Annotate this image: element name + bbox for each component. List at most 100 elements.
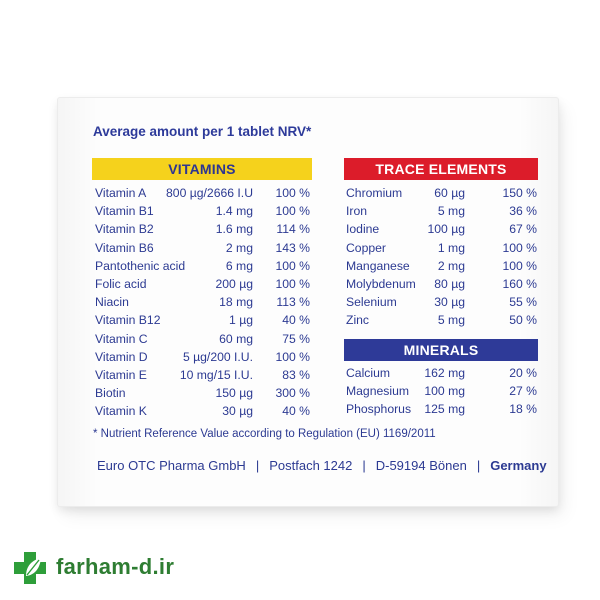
nutrient-nrv: 40 % [282,313,310,328]
nutrient-amount: 2 mg [437,258,465,273]
nutrient-amount: 5 mg [437,204,465,219]
nutrient-amount: 100 mg [424,384,465,399]
nutrient-nrv: 100 % [275,204,310,219]
nutrient-amount: 30 µg [434,295,465,310]
nutrient-nrv: 100 % [275,349,310,364]
nutrient-nrv: 100 % [502,258,537,273]
table-row: Zinc 5 mg 50 % [346,311,537,329]
table-row: Calcium 162 mg 20 % [346,364,537,382]
nutrient-nrv: 160 % [502,276,537,291]
nutrient-name: Vitamin C [95,331,148,346]
nutrient-amount: 5 µg/200 I.U. [182,349,253,364]
separator: | [476,458,481,473]
nutrient-nrv: 300 % [275,386,310,401]
nutrient-nrv: 83 % [282,367,310,382]
trace-elements-header: TRACE ELEMENTS [344,158,538,180]
separator: | [362,458,366,473]
nutrient-amount: 1.6 mg [215,222,253,237]
nutrient-nrv: 75 % [282,331,310,346]
nutrient-name: Selenium [346,295,397,310]
table-row: Molybdenum 80 µg 160 % [346,275,537,293]
nutrient-name: Vitamin K [95,404,147,419]
table-row: Magnesium 100 mg 27 % [346,382,537,400]
nutrient-amount: 200 µg [215,276,253,291]
nutrient-amount: 60 µg [434,186,465,200]
nutrient-amount: 125 mg [424,402,465,417]
nutrient-nrv: 27 % [509,384,537,399]
manufacturer-footer: Euro OTC Pharma GmbH | Postfach 1242 | D-591… [97,458,547,473]
nutrient-amount: 10 mg/15 I.U. [179,367,253,382]
nutrient-amount: 1 µg [229,313,253,328]
nutrient-nrv: 36 % [509,204,537,219]
nutrient-name: Iodine [346,222,380,237]
table-row: Vitamin A 800 µg/2666 I.U 100 % [95,184,310,202]
nutrient-amount: 1.4 mg [215,204,253,219]
nutrient-amount: 18 mg [219,295,253,310]
table-row: Vitamin K 30 µg 40 % [95,402,310,420]
nutrient-amount: 100 µg [427,222,465,237]
nutrient-amount: 150 µg [215,386,253,401]
nutrient-name: Vitamin B12 [95,313,161,328]
nutrient-name: Vitamin D [95,349,148,364]
table-row: Vitamin B2 1.6 mg 114 % [95,220,310,238]
table-row: Manganese 2 mg 100 % [346,257,537,275]
table-row: Vitamin E 10 mg/15 I.U. 83 % [95,366,310,384]
nutrient-name: Biotin [95,386,126,401]
postal-address: Postfach 1242 [269,458,353,473]
nutrient-nrv: 113 % [276,295,310,310]
nutrient-amount: 800 µg/2666 I.U [166,186,253,200]
table-row: Copper 1 mg 100 % [346,239,537,257]
nutrient-amount: 80 µg [434,276,465,291]
nutrient-name: Iron [346,204,368,219]
nutrient-nrv: 55 % [509,295,537,310]
table-row: Pantothenic acid 6 mg 100 % [95,257,310,275]
nutrient-amount: 60 mg [219,331,253,346]
nutrient-name: Vitamin E [95,367,147,382]
nutrient-nrv: 150 % [502,186,537,200]
nutrient-amount: 162 mg [424,366,465,380]
table-row: Phosphorus 125 mg 18 % [346,400,537,418]
nutrient-name: Manganese [346,258,410,273]
table-row: Chromium 60 µg 150 % [346,184,537,202]
nrv-footnote: * Nutrient Reference Value according to … [93,428,436,440]
minerals-table: Calcium 162 mg 20 % Magnesium 100 mg 27 % Phos… [346,364,537,419]
table-row: Iron 5 mg 36 % [346,202,537,220]
nutrient-name: Folic acid [95,276,147,291]
trace-elements-table: Chromium 60 µg 150 % Iron 5 mg 36 % Iodine 100 … [346,184,537,330]
minerals-header: MINERALS [344,339,538,361]
table-row: Niacin 18 mg 113 % [95,293,310,311]
separator: | [255,458,260,473]
nutrient-name: Phosphorus [346,402,412,417]
nutrient-name: Vitamin B2 [95,222,154,237]
nutrient-name: Niacin [95,295,129,310]
pharmacy-cross-leaf-icon [14,552,46,584]
table-row: Iodine 100 µg 67 % [346,220,537,238]
watermark-text: farham-d.ir [56,554,175,579]
vitamins-table: Vitamin A 800 µg/2666 I.U 100 % Vitamin B1 1… [95,184,310,420]
table-row: Vitamin B1 1.4 mg 100 % [95,202,310,220]
city: D-59194 Bönen [375,458,467,473]
table-row: Vitamin B6 2 mg 143 % [95,239,310,257]
table-row: Vitamin C 60 mg 75 % [95,330,310,348]
vitamins-header: VITAMINS [92,158,312,180]
nutrient-nrv: 67 % [509,222,537,237]
nutrient-nrv: 18 % [509,402,537,417]
nutrient-name: Chromium [346,186,403,200]
nutrition-heading: Average amount per 1 tablet NRV* [93,124,312,139]
table-row: Selenium 30 µg 55 % [346,293,537,311]
nutrient-amount: 5 mg [437,313,465,328]
nutrient-nrv: 143 % [275,240,310,255]
nutrient-nrv: 100 % [275,186,310,200]
country: Germany [490,458,547,473]
table-row: Vitamin B12 1 µg 40 % [95,311,310,329]
nutrient-name: Pantothenic acid [95,258,186,273]
nutrient-name: Vitamin A [95,186,147,200]
table-row: Biotin 150 µg 300 % [95,384,310,402]
nutrient-nrv: 100 % [275,276,310,291]
company-name: Euro OTC Pharma GmbH [97,458,246,473]
nutrient-nrv: 114 % [276,222,310,237]
nutrient-nrv: 50 % [509,313,537,328]
nutrient-name: Vitamin B6 [95,240,154,255]
table-row: Folic acid 200 µg 100 % [95,275,310,293]
nutrient-name: Magnesium [346,384,409,399]
